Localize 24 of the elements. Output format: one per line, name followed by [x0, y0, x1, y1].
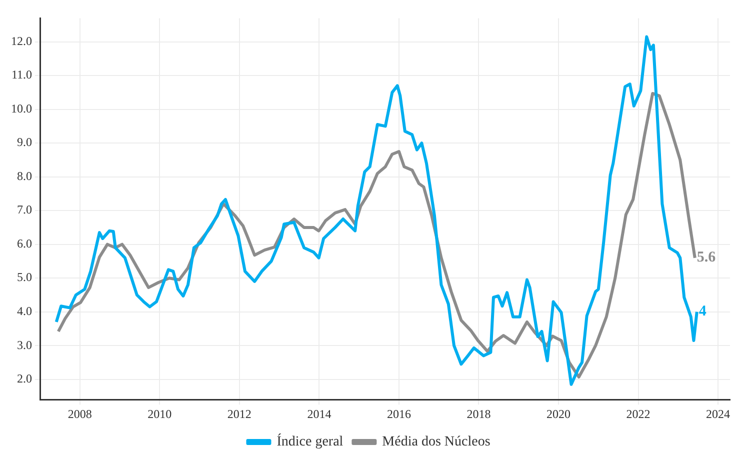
x-tick-label: 2020 — [546, 406, 570, 421]
y-tick-label: 8.0 — [17, 168, 32, 183]
x-tick-label: 2014 — [307, 406, 332, 421]
y-tick-label: 2.0 — [17, 372, 32, 386]
y-tick-label: 7.0 — [17, 202, 32, 217]
x-tick-label: 2012 — [227, 406, 252, 421]
legend-label: Média dos Núcleos — [382, 434, 490, 450]
y-tick-label: 11.0 — [11, 68, 32, 82]
y-tick-label: 6.0 — [17, 236, 32, 250]
annotation: 4 — [698, 304, 707, 320]
x-tick-label: 2024 — [706, 406, 730, 421]
y-tick-label: 12.0 — [11, 34, 32, 48]
x-tick-label: 2022 — [626, 406, 650, 421]
x-tick-label: 2016 — [386, 406, 411, 421]
legend-label: Índice geral — [276, 432, 344, 450]
y-tick-label: 5.0 — [17, 270, 32, 284]
annotation: 5.6 — [696, 250, 716, 266]
y-tick-label: 4.0 — [17, 304, 32, 318]
x-tick-label: 2010 — [148, 406, 172, 421]
x-tick-label: 2008 — [68, 406, 92, 421]
y-tick-label: 10.0 — [11, 101, 32, 116]
x-tick-label: 2018 — [466, 406, 491, 421]
y-tick-label: 3.0 — [17, 338, 32, 352]
y-tick-label: 9.0 — [17, 135, 32, 150]
